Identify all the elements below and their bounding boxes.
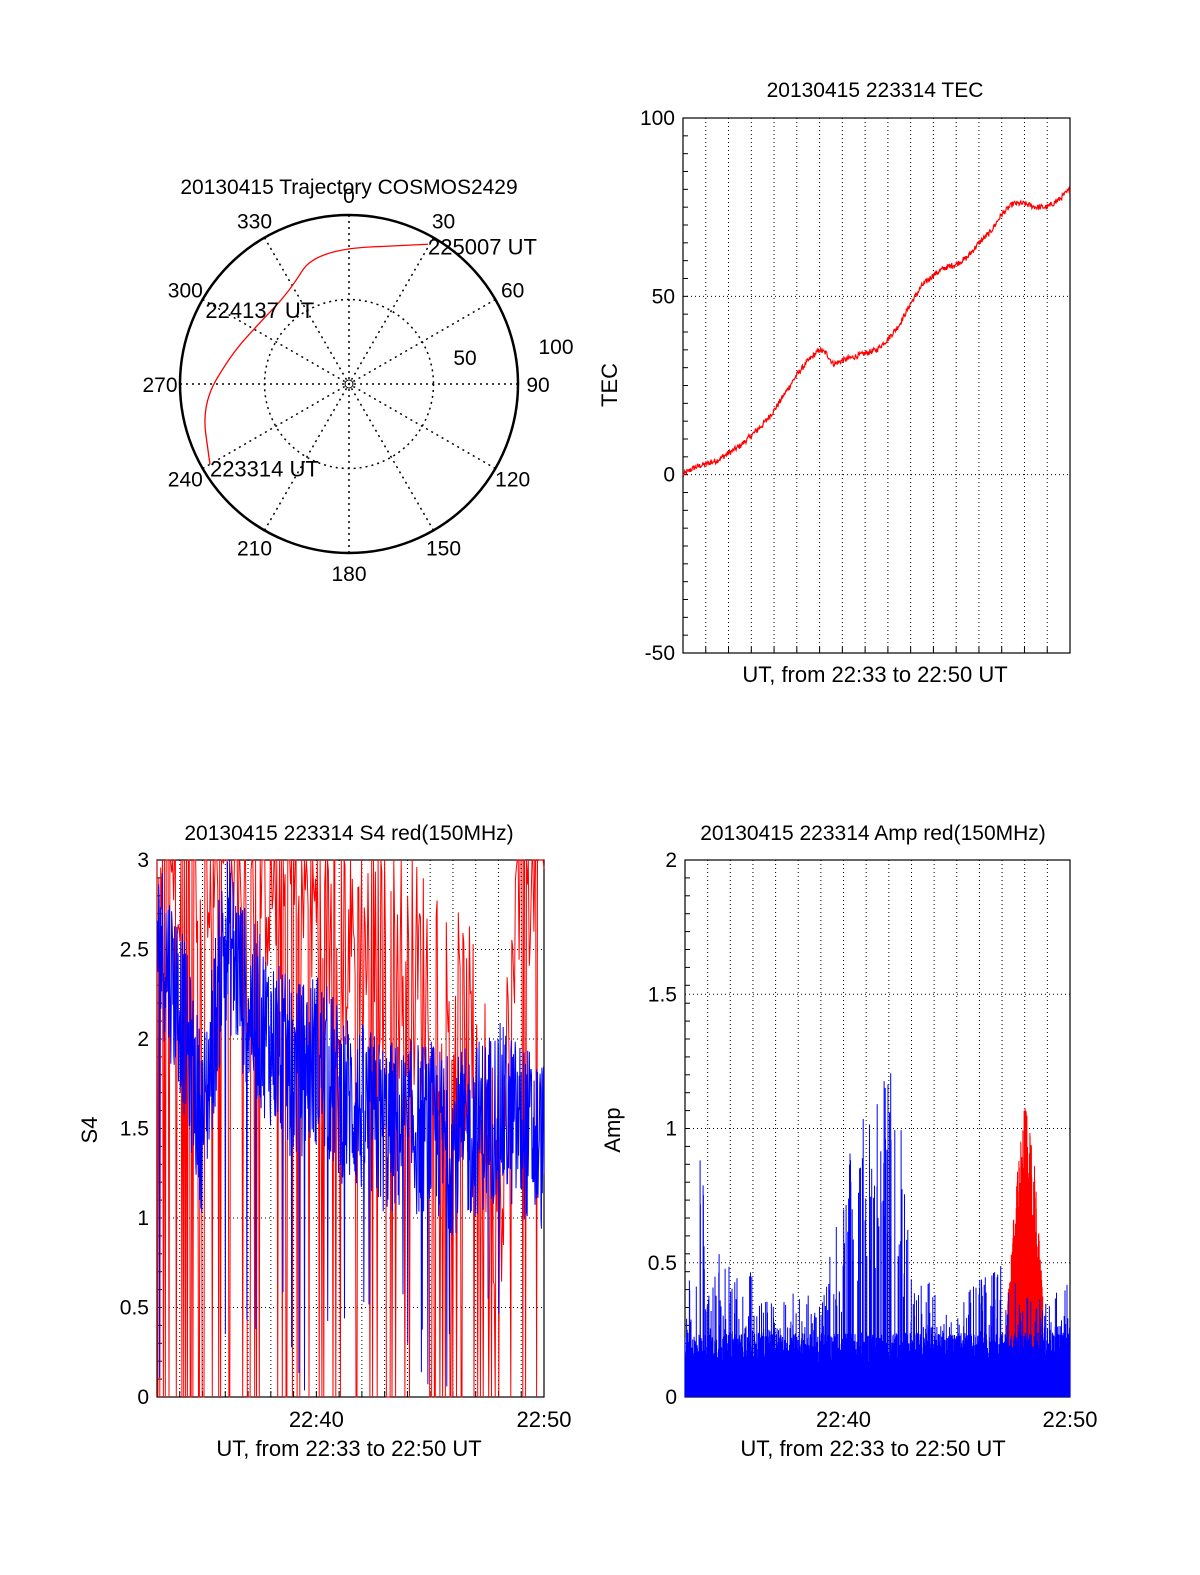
amp-plot: 20130415 223314 Amp red(150MHz) UT, from… <box>600 822 1098 1461</box>
polar-azimuth-label: 210 <box>237 538 272 561</box>
tec-ytick-label: -50 <box>645 642 675 665</box>
amp-ytick-label: 1.5 <box>648 983 677 1006</box>
polar-azimuth-label: 150 <box>426 538 461 561</box>
polar-azimuth-label: 300 <box>168 280 203 303</box>
s4-blue-series <box>156 859 545 1391</box>
tec-ytick-label: 100 <box>640 107 675 130</box>
amp-ytick-label: 1 <box>665 1118 677 1141</box>
polar-spoke <box>263 237 435 531</box>
amp-xlabel: UT, from 22:33 to 22:50 UT <box>740 1436 1005 1461</box>
satellite-track <box>204 243 429 465</box>
s4-ytick-label: 2.5 <box>120 939 149 962</box>
polar-center <box>344 379 354 389</box>
polar-azimuth-label: 0 <box>343 185 355 208</box>
amp-xtick-label: 22:50 <box>1042 1407 1097 1432</box>
s4-plot: 20130415 223314 S4 red(150MHz) UT, from … <box>77 822 572 1461</box>
amp-ytick-label: 2 <box>665 849 677 872</box>
track-time-label: 223314 UT <box>210 456 319 481</box>
polar-azimuth-label: 90 <box>526 374 549 397</box>
s4-ytick-label: 1 <box>137 1207 149 1230</box>
tec-ytick-label: 0 <box>663 464 675 487</box>
tec-xlabel: UT, from 22:33 to 22:50 UT <box>742 662 1007 687</box>
polar-title: 20130415 Trajectory COSMOS2429 <box>180 176 517 199</box>
polar-azimuth-label: 30 <box>432 210 455 233</box>
amp-ylabel: Amp <box>600 1107 625 1152</box>
polar-azimuth-label: 240 <box>168 469 203 492</box>
track-time-label: 224137 UT <box>205 298 314 323</box>
s4-xlabel: UT, from 22:33 to 22:50 UT <box>216 1436 481 1461</box>
amp-ytick-label: 0 <box>665 1386 677 1409</box>
track-time-label: 225007 UT <box>428 234 537 259</box>
amp-ytick-label: 0.5 <box>648 1252 677 1275</box>
polar-azimuth-label: 180 <box>331 563 366 586</box>
polar-azimuth-label: 120 <box>495 469 530 492</box>
amp-blue-series <box>684 1073 1071 1397</box>
tec-series-line <box>682 185 1071 478</box>
polar-azimuth-label: 270 <box>142 374 177 397</box>
polar-elevation-label: 100 <box>538 336 573 359</box>
s4-ylabel: S4 <box>77 1117 102 1144</box>
s4-ytick-label: 0 <box>137 1386 149 1409</box>
s4-xtick-label: 22:50 <box>516 1407 571 1432</box>
tec-title: 20130415 223314 TEC <box>767 79 984 102</box>
amp-red-series <box>1006 1108 1044 1368</box>
s4-ytick-label: 2 <box>137 1028 149 1051</box>
s4-title: 20130415 223314 S4 red(150MHz) <box>184 822 513 845</box>
tec-frame <box>682 117 1071 654</box>
s4-ytick-label: 1.5 <box>120 1118 149 1141</box>
tec-ytick-label: 50 <box>652 285 675 308</box>
amp-xtick-label: 22:40 <box>816 1407 871 1432</box>
polar-elevation-label: 50 <box>453 347 476 370</box>
polar-azimuth-label: 60 <box>501 280 524 303</box>
polar-trajectory-plot: 20130415 Trajectory COSMOS2429 0 30 60 90 12… <box>142 176 573 586</box>
s4-ytick-label: 0.5 <box>120 1297 149 1320</box>
tec-plot: 20130415 223314 TEC UT, from 22:33 to 22… <box>597 79 1071 687</box>
s4-xtick-label: 22:40 <box>289 1407 344 1432</box>
amp-title: 20130415 223314 Amp red(150MHz) <box>700 822 1046 845</box>
polar-azimuth-label: 330 <box>237 210 272 233</box>
s4-ytick-label: 3 <box>137 849 149 872</box>
tec-ylabel: TEC <box>597 363 622 407</box>
